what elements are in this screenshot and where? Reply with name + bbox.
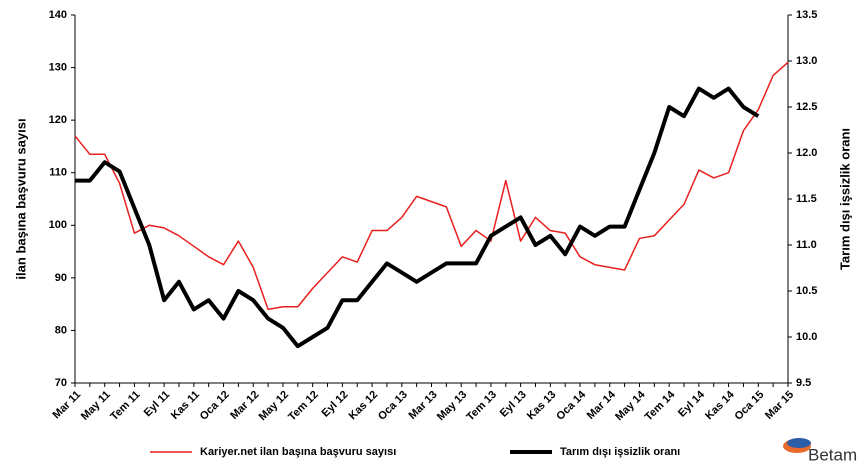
- y2-tick-label: 10.0: [796, 331, 817, 343]
- x-tick-label: May 14: [613, 388, 648, 423]
- line-series: [74, 61, 789, 311]
- y2-tick-label: 11.5: [796, 193, 817, 205]
- x-tick-label: May 13: [435, 389, 469, 423]
- y2-tick-label: 12.5: [796, 101, 817, 113]
- x-tick-label: Oca 13: [376, 389, 410, 423]
- x-tick-label: May 12: [257, 389, 291, 423]
- x-tick-label: Oca 14: [554, 388, 589, 423]
- logo: Betam: [783, 438, 857, 464]
- y-tick-label: 70: [55, 377, 67, 389]
- x-tick-label: Mar 15: [763, 389, 796, 422]
- x-tick-label: Kas 11: [169, 389, 202, 422]
- y2-tick-label: 13.5: [796, 9, 817, 21]
- y-tick-label: 90: [55, 272, 67, 284]
- x-tick-label: Kas 12: [347, 389, 381, 423]
- x-tick-label: Mar 13: [407, 389, 440, 422]
- y2-tick-label: 12.0: [796, 147, 817, 159]
- y2-tick-label: 11.0: [796, 239, 817, 251]
- logo-mark: [787, 438, 811, 448]
- x-tick-label: May 11: [79, 389, 113, 423]
- y-tick-label: 140: [49, 9, 67, 21]
- x-tick-label: Mar 12: [228, 389, 261, 422]
- y2-tick-label: 9.5: [796, 377, 811, 389]
- legend-label: Tarım dışı işsizlik oranı: [560, 446, 680, 458]
- x-tick-label: Oca 12: [198, 389, 232, 423]
- y-tick-label: 130: [49, 61, 67, 73]
- y2-axis-label: Tarım dışı işsizlik oranı: [837, 128, 852, 270]
- y-axis-label: ilan başına başvuru sayısı: [13, 118, 28, 279]
- y2-tick-label: 13.0: [796, 55, 817, 67]
- x-tick-label: Kas 13: [525, 389, 559, 423]
- x-tick-label: Tem 14: [643, 388, 678, 423]
- x-tick-label: Tem 11: [108, 389, 142, 423]
- x-tick-label: Mar 14: [585, 388, 619, 422]
- x-tick-label: Eyl 13: [498, 389, 529, 420]
- x-tick-label: Mar 11: [50, 389, 83, 422]
- x-tick-label: Eyl 11: [142, 389, 173, 420]
- y-tick-label: 120: [49, 114, 67, 126]
- x-tick-label: Oca 15: [732, 389, 766, 423]
- y-tick-label: 110: [49, 167, 67, 179]
- legend-label: Kariyer.net ilan başına başvuru sayısı: [200, 446, 396, 458]
- x-tick-label: Tem 13: [464, 389, 499, 424]
- y2-tick-label: 10.5: [796, 285, 817, 297]
- x-tick-label: Tem 12: [286, 389, 321, 424]
- x-tick-label: Eyl 12: [320, 389, 351, 420]
- x-tick-label: Eyl 14: [676, 388, 708, 420]
- logo-text: Betam: [808, 445, 857, 464]
- x-tick-label: Kas 14: [703, 388, 737, 422]
- y-tick-label: 80: [55, 324, 67, 336]
- y-tick-label: 100: [49, 219, 67, 231]
- line-series: [75, 86, 760, 349]
